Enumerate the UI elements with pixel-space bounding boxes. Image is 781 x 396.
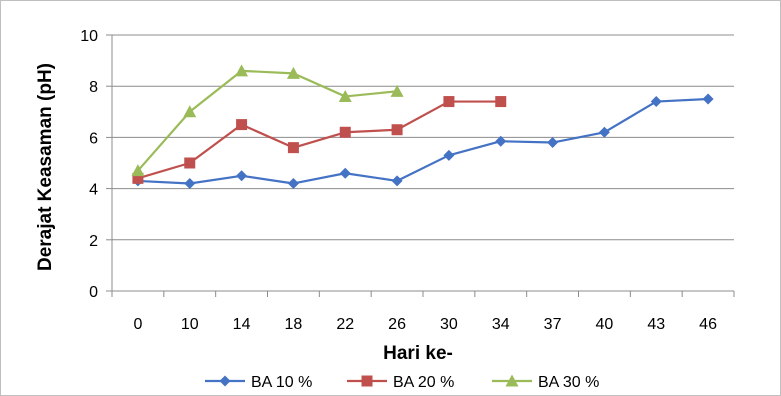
data-point-marker [338,89,352,102]
x-tick-label: 0 [133,316,142,333]
data-point-marker [339,167,351,179]
legend-marker [505,374,519,387]
axes [106,34,735,297]
y-tick-label: 6 [89,130,98,147]
y-tick-label: 0 [89,284,98,301]
x-tick-label: 22 [336,316,354,333]
data-point-marker [131,164,145,177]
x-tick-label: 37 [544,316,562,333]
data-point-marker [547,137,559,149]
data-point-marker [236,119,248,131]
x-tick-label: 34 [492,316,510,333]
x-tick-label: 30 [440,316,458,333]
data-point-marker [390,84,404,97]
x-tick-label: 43 [647,316,665,333]
legend-label: BA 30 % [538,374,599,391]
data-point-marker [495,135,507,147]
data-point-marker [391,175,403,187]
data-point-marker [287,142,299,154]
data-point-marker [183,105,197,118]
series-lines [137,69,709,185]
series-line-2 [137,100,501,180]
legend: BA 10 % BA 20 % BA 30 % [205,374,599,391]
data-point-marker [702,93,714,105]
data-point-marker [184,177,196,189]
x-tick-label: 46 [699,316,717,333]
data-point-marker [443,96,455,108]
x-tick-label: 10 [181,316,199,333]
x-tick-label: 40 [596,316,614,333]
legend-label: BA 20 % [393,374,454,391]
data-point-marker [286,66,300,79]
x-tick-label: 18 [285,316,303,333]
grid-lines [112,34,734,241]
x-axis-title: Hari ke- [383,343,453,364]
legend-marker [219,375,231,387]
data-point-marker [339,126,351,138]
series-line-1 [137,97,709,185]
data-point-marker [235,64,249,77]
y-tick-label: 8 [89,79,98,96]
series-line-3 [137,69,398,172]
series-markers [131,64,714,189]
data-point-marker [391,124,403,136]
data-point-marker [236,170,248,182]
data-point-marker [184,157,196,169]
data-point-marker [650,96,662,108]
y-axis-title: Derajat Keasaman (pH) [35,63,56,271]
x-tick-label: 26 [388,316,406,333]
data-point-marker [495,96,507,108]
y-tick-label: 4 [89,182,98,199]
data-point-marker [287,177,299,189]
data-point-marker [598,126,610,138]
x-tick-label: 14 [233,316,251,333]
y-tick-label: 2 [89,233,98,250]
data-point-marker [443,149,455,161]
legend-label: BA 10 % [251,374,312,391]
y-tick-label: 10 [80,28,98,45]
legend-marker [361,375,373,387]
data-point-marker [132,172,144,184]
